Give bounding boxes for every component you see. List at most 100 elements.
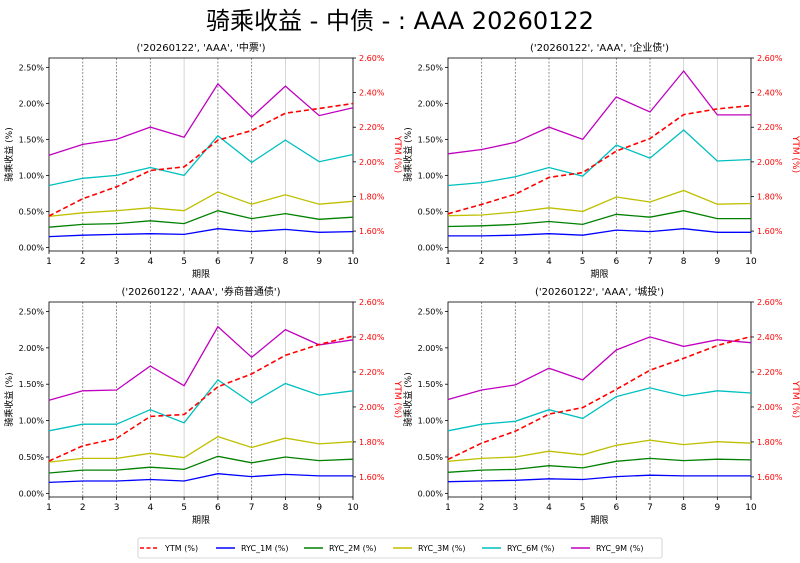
y-tick-label: 2.00%: [19, 344, 45, 353]
x-tick-label: 7: [647, 257, 653, 267]
y-tick-label: 2.50%: [19, 307, 45, 316]
series-line-ryc-2m: [48, 455, 354, 474]
y-tick-label: 1.00%: [19, 417, 45, 426]
legend-label: RYC_2M (%): [329, 544, 376, 553]
series-line-ryc-1m: [447, 474, 751, 483]
legend-label: RYC_9M (%): [596, 544, 643, 553]
series-line-ryc-9m: [48, 325, 354, 401]
series-line-ryc-6m: [447, 387, 752, 432]
x-tick-label: 5: [580, 503, 586, 513]
legend-label: RYC_6M (%): [507, 544, 554, 553]
subplot-title: ('20260122', 'AAA', '城投'): [535, 285, 664, 298]
x-tick-label: 2: [80, 257, 86, 267]
x-tick-label: 9: [714, 257, 720, 267]
subplot-title: ('20260122', 'AAA', '中票'): [137, 41, 266, 54]
y2-tick-label: 2.20%: [359, 123, 385, 132]
y-tick-label: 1.50%: [418, 380, 444, 389]
subplot: 1 2 3 4 5 6 7 8 9 10 0.00% 0.50% 1.00% 1.50% 2.00% 2.50…: [402, 41, 800, 280]
series-line-ryc-3m: [48, 435, 354, 463]
series-line-ryc-2m: [48, 210, 354, 228]
x-tick-label: 3: [114, 257, 120, 267]
x-axis-label: 期限: [192, 515, 210, 526]
y2-tick-label: 2.00%: [757, 403, 783, 412]
x-tick-label: 2: [80, 503, 86, 513]
y2-tick-label: 2.00%: [757, 158, 783, 167]
y-axis-label: 骑乘收益 (%): [402, 127, 414, 181]
y2-tick-label: 2.60%: [757, 298, 783, 307]
y-tick-label: 1.50%: [19, 135, 45, 144]
y-tick-label: 2.00%: [19, 99, 45, 108]
x-tick-label: 8: [681, 257, 687, 267]
x-tick-label: 4: [147, 257, 153, 267]
x-tick-label: 3: [114, 503, 120, 513]
y-tick-label: 2.00%: [418, 344, 444, 353]
y2-tick-label: 1.80%: [757, 192, 783, 201]
series-line-ytm: [447, 335, 752, 461]
y-tick-label: 0.00%: [418, 489, 444, 498]
legend: YTM (%) RYC_1M (%) RYC_2M (%) RYC_3M (%) RYC…: [137, 537, 663, 559]
y-tick-label: 0.00%: [418, 243, 444, 252]
y2-tick-label: 2.60%: [359, 54, 385, 63]
y2-tick-label: 1.80%: [757, 438, 783, 447]
x-tick-label: 2: [479, 257, 485, 267]
figure-title: 骑乘收益 - 中债 - : AAA 20260122: [206, 7, 594, 35]
y2-tick-label: 1.80%: [359, 192, 385, 201]
legend-label: YTM (%): [164, 544, 198, 553]
series-line-ryc-9m: [447, 336, 752, 401]
x-tick-label: 4: [546, 503, 552, 513]
series-line-ryc-1m: [48, 228, 354, 238]
x-tick-label: 5: [181, 257, 187, 267]
x-tick-label: 3: [512, 503, 518, 513]
x-tick-label: 7: [647, 503, 653, 513]
series-line-ryc-3m: [447, 189, 752, 217]
y2-tick-label: 1.60%: [757, 227, 783, 236]
y-tick-label: 0.50%: [19, 207, 45, 216]
y-tick-label: 0.00%: [19, 489, 45, 498]
x-tick-label: 5: [580, 257, 586, 267]
x-tick-label: 8: [681, 503, 687, 513]
series-line-ytm: [447, 104, 752, 215]
plot-frame: [48, 301, 354, 498]
y2-tick-label: 2.20%: [757, 123, 783, 132]
y2-tick-label: 1.60%: [757, 473, 783, 482]
series-line-ryc-9m: [48, 82, 354, 156]
y-tick-label: 0.50%: [418, 453, 444, 462]
series-line-ryc-6m: [48, 379, 354, 432]
legend-item: RYC_9M (%): [571, 544, 643, 553]
series-line-ryc-6m: [447, 129, 752, 187]
x-tick-label: 5: [181, 503, 187, 513]
y-tick-label: 0.50%: [19, 453, 45, 462]
y2-tick-label: 2.40%: [757, 333, 783, 342]
legend-label: RYC_1M (%): [241, 544, 288, 553]
y2-tick-label: 2.00%: [359, 158, 385, 167]
x-tick-label: 9: [714, 503, 720, 513]
legend-label: RYC_3M (%): [418, 544, 465, 553]
x-tick-label: 8: [283, 503, 289, 513]
y2-tick-label: 1.80%: [359, 438, 385, 447]
y-tick-label: 1.00%: [418, 417, 444, 426]
y2-tick-label: 2.40%: [359, 89, 385, 98]
x-tick-label: 1: [46, 503, 52, 513]
y-axis-label: 骑乘收益 (%): [3, 372, 15, 426]
x-tick-label: 9: [316, 503, 322, 513]
y2-tick-label: 2.40%: [757, 89, 783, 98]
y2-tick-label: 2.20%: [359, 368, 385, 377]
y2-tick-label: 1.60%: [359, 473, 385, 482]
y-tick-label: 2.50%: [418, 63, 444, 72]
subplot-title: ('20260122', 'AAA', '券商普通债'): [122, 285, 281, 298]
x-tick-label: 6: [215, 257, 221, 267]
plot-frame: [447, 301, 752, 498]
x-tick-label: 6: [215, 503, 221, 513]
x-tick-label: 4: [147, 503, 153, 513]
y-tick-label: 2.00%: [418, 99, 444, 108]
subplots: 1 2 3 4 5 6 7 8 9 10 0.00% 0.50% 1.00% 1.50% 2.00% 2.50…: [3, 41, 800, 526]
x-axis-label: 期限: [590, 515, 608, 526]
y-tick-label: 2.50%: [418, 307, 444, 316]
x-tick-label: 10: [347, 503, 359, 513]
series-line-ytm: [48, 102, 354, 217]
series-line-ryc-3m: [447, 439, 752, 462]
x-tick-label: 10: [347, 257, 359, 267]
x-tick-label: 7: [249, 257, 255, 267]
y2-axis-label: YTM (%): [392, 135, 402, 173]
